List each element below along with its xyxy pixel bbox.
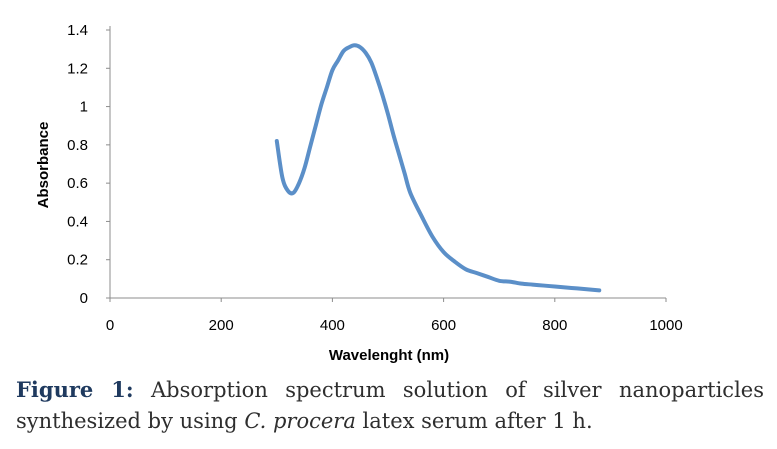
- x-axis-title: Wavelenght (nm): [329, 347, 449, 364]
- x-tick-label: 600: [431, 317, 456, 334]
- y-tick-label: 0.4: [67, 213, 88, 230]
- absorbance-series-line: [274, 43, 602, 293]
- x-tick-label: 0: [106, 317, 114, 334]
- x-tick-label: 1000: [649, 317, 682, 334]
- y-tick-label: 0.6: [67, 175, 88, 192]
- y-axis-title: Absorbance: [35, 122, 52, 209]
- plot-area: 0 0.2 0.4 0.6 0.8 1 1.2 1.4 0 200 400 600 800 1000: [67, 22, 683, 334]
- x-tick-label: 400: [320, 317, 345, 334]
- y-tick-label: 0.2: [67, 252, 88, 269]
- y-tick-label: 1: [80, 99, 88, 116]
- x-tick-label: 800: [542, 317, 567, 334]
- caption-text-end: latex serum after 1 h.: [355, 409, 593, 433]
- chart: 0 0.2 0.4 0.6 0.8 1 1.2 1.4 0 200 400 600 800 1000 Wa…: [35, 22, 683, 364]
- figure-caption: Figure 1: Absorption spectrum solution o…: [16, 374, 764, 437]
- y-tick-label: 1.2: [67, 60, 88, 77]
- figure-label: Figure 1:: [16, 377, 134, 402]
- x-tick-label: 200: [209, 317, 234, 334]
- absorbance-chart-svg: 0 0.2 0.4 0.6 0.8 1 1.2 1.4 0 200 400 600 800 1000 Wa…: [35, 22, 683, 364]
- y-tick-label: 0: [80, 290, 88, 307]
- y-tick-label: 1.4: [67, 22, 88, 39]
- caption-text-start: Absorption spectrum solution of silver n…: [16, 378, 764, 433]
- caption-species: C. procera: [244, 409, 356, 433]
- y-tick-label: 0.8: [67, 137, 88, 154]
